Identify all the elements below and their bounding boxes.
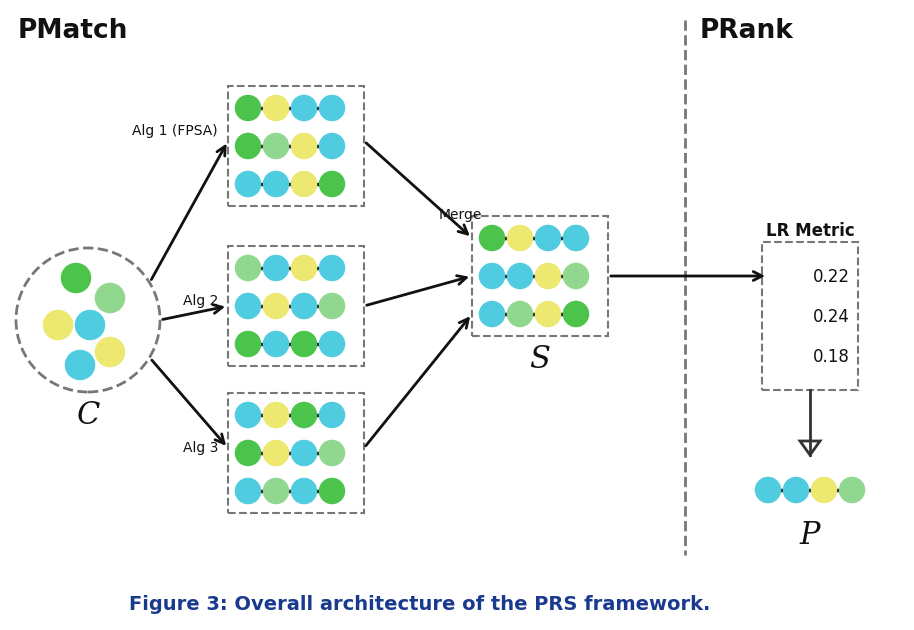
Circle shape [76,311,104,339]
Circle shape [784,478,808,502]
Text: Figure 3: Overall architecture of the PRS framework.: Figure 3: Overall architecture of the PR… [129,595,711,614]
Circle shape [320,441,344,465]
Text: Alg 1 (FPSA): Alg 1 (FPSA) [133,124,218,138]
Circle shape [236,134,260,158]
Circle shape [292,479,316,503]
Text: PRank: PRank [700,18,794,44]
Circle shape [536,302,560,326]
Circle shape [480,302,504,326]
Circle shape [292,256,316,280]
Circle shape [236,96,260,120]
Circle shape [564,226,588,250]
Circle shape [320,479,344,503]
Text: C: C [76,400,100,431]
Circle shape [292,134,316,158]
Circle shape [292,441,316,465]
Circle shape [44,311,72,339]
Circle shape [264,294,288,318]
Circle shape [564,264,588,288]
Text: Alg 3: Alg 3 [183,441,218,455]
Text: S: S [529,344,550,375]
Text: 0.22: 0.22 [813,268,850,286]
Circle shape [264,256,288,280]
Text: Alg 2: Alg 2 [183,294,218,308]
Circle shape [320,403,344,427]
Circle shape [320,172,344,196]
Circle shape [812,478,836,502]
Circle shape [292,332,316,356]
Circle shape [480,226,504,250]
Circle shape [508,302,532,326]
Circle shape [264,332,288,356]
Circle shape [320,134,344,158]
Circle shape [236,479,260,503]
Circle shape [320,256,344,280]
Circle shape [264,403,288,427]
Circle shape [292,294,316,318]
Text: P: P [800,520,820,551]
Circle shape [508,264,532,288]
Circle shape [264,441,288,465]
Circle shape [236,256,260,280]
Text: PMatch: PMatch [18,18,128,44]
Circle shape [480,264,504,288]
Circle shape [756,478,780,502]
Circle shape [508,226,532,250]
Circle shape [292,172,316,196]
Circle shape [236,403,260,427]
Circle shape [96,338,124,366]
Circle shape [536,264,560,288]
Text: Merge: Merge [439,208,482,222]
Circle shape [66,351,94,379]
Circle shape [236,294,260,318]
Circle shape [840,478,864,502]
Circle shape [264,479,288,503]
Circle shape [292,96,316,120]
Circle shape [236,332,260,356]
Circle shape [62,264,90,292]
Circle shape [236,172,260,196]
Text: 0.24: 0.24 [813,308,850,326]
Circle shape [320,332,344,356]
Circle shape [264,96,288,120]
Circle shape [564,302,588,326]
Circle shape [264,134,288,158]
Text: LR Metric: LR Metric [766,222,855,240]
Circle shape [320,96,344,120]
Circle shape [96,284,124,312]
Circle shape [292,403,316,427]
Circle shape [236,441,260,465]
Text: 0.18: 0.18 [813,348,850,366]
Circle shape [264,172,288,196]
Circle shape [320,294,344,318]
Circle shape [536,226,560,250]
